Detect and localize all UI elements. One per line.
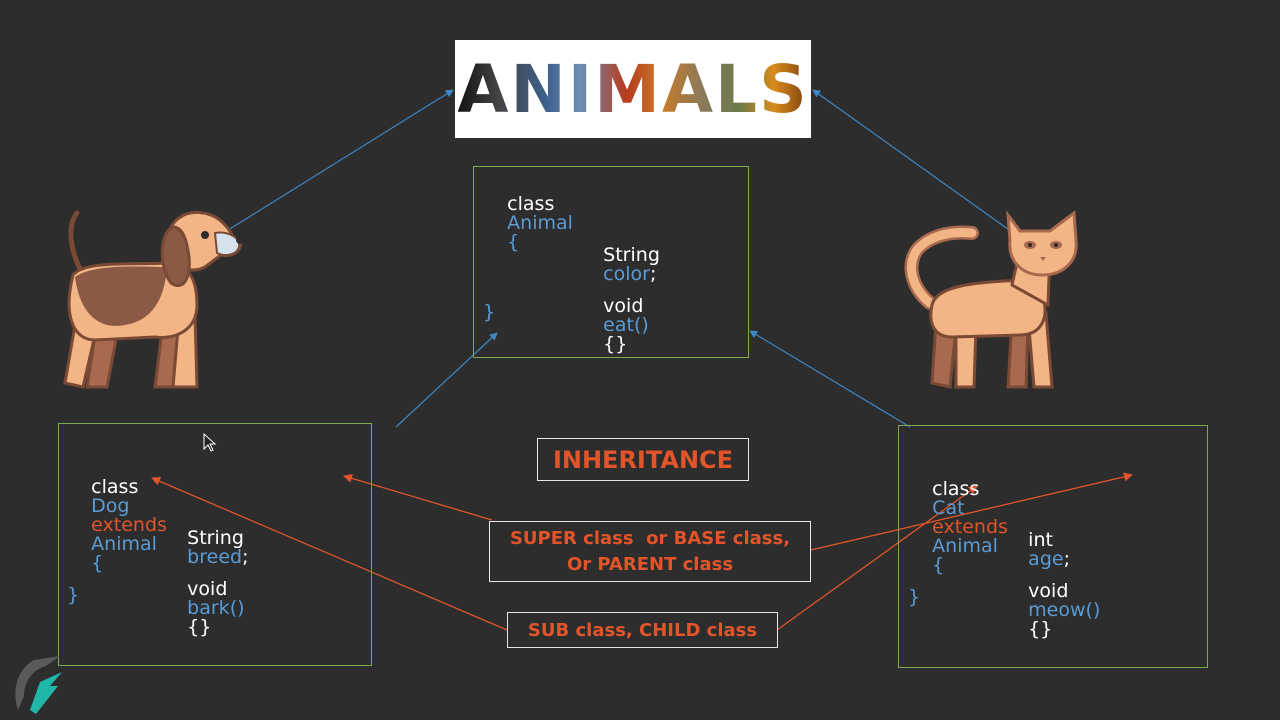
arrow-sub-to-dog: [151, 477, 508, 631]
dog-class-keyword: class: [91, 476, 139, 498]
animal-class-box: class Animal { String color; void eat() …: [473, 166, 749, 358]
arrow-dog-to-banner: [224, 89, 454, 233]
dog-class-close-brace: }: [67, 584, 80, 606]
dog-method-type: void: [187, 578, 228, 600]
cat-field-name: age: [1028, 548, 1064, 570]
animal-field-name: color: [603, 263, 650, 285]
animal-class-keyword: class: [507, 193, 555, 215]
arrow-super-to-cat-animal: [810, 472, 1133, 551]
animal-method-type: void: [603, 295, 644, 317]
dog-method-body: {}: [187, 616, 212, 638]
logo-icon: [15, 656, 62, 714]
dog-field-end: ;: [242, 546, 249, 568]
arrow-catclass-to-animalclass: [749, 330, 911, 428]
dog-field-type: String: [187, 527, 244, 549]
dog-extends-keyword: extends: [91, 514, 167, 536]
cat-method-body: {}: [1028, 618, 1053, 640]
cat-icon: [904, 209, 1078, 389]
cat-parent-name: Animal: [932, 535, 998, 557]
inheritance-label: INHERITANCE: [537, 438, 749, 481]
dog-class-name: Dog: [91, 495, 130, 517]
dog-field-name: breed: [187, 546, 243, 568]
dog-parent-name: Animal: [91, 533, 157, 555]
animals-banner: ANIMALS: [455, 40, 811, 138]
animal-class-open-brace: {: [507, 231, 520, 253]
cat-class-box: class Cat extends Animal { int age; void…: [898, 425, 1208, 668]
super-class-label: SUPER class or BASE class, Or PARENT cla…: [489, 521, 811, 582]
dog-class-box: class Dog extends Animal { String breed;…: [58, 423, 372, 666]
cat-method-type: void: [1028, 580, 1069, 602]
cat-extends-keyword: extends: [932, 516, 1008, 538]
sub-class-text: SUB class, CHILD class: [527, 619, 758, 641]
arrow-cat-to-banner: [812, 89, 1013, 233]
mouse-cursor-icon: [203, 433, 217, 452]
animal-class-close-brace: }: [483, 301, 496, 323]
animal-method-name: eat(): [603, 314, 649, 336]
sub-class-label: SUB class, CHILD class: [507, 612, 778, 648]
cat-field-end: ;: [1063, 548, 1070, 570]
animal-field-type: String: [603, 244, 660, 266]
super-class-line2: Or PARENT class: [566, 553, 734, 575]
dog-method-name: bark(): [187, 597, 245, 619]
dog-icon: [63, 210, 244, 389]
arrow-super-to-dog-animal: [343, 473, 493, 521]
cat-field-type: int: [1028, 529, 1053, 551]
cat-class-open-brace: {: [932, 554, 945, 576]
animal-method-body: {}: [603, 333, 628, 355]
arrow-sub-to-cat: [776, 485, 978, 631]
animal-class-name: Animal: [507, 212, 573, 234]
inheritance-text: INHERITANCE: [552, 445, 734, 474]
animal-field-end: ;: [649, 263, 657, 285]
cat-method-name: meow(): [1028, 599, 1101, 621]
super-class-line1: SUPER class or BASE class,: [509, 527, 791, 549]
cat-class-keyword: class: [932, 478, 980, 500]
banner-title: ANIMALS: [457, 50, 809, 128]
arrow-dogclass-to-animalclass: [395, 332, 498, 428]
cat-class-name: Cat: [932, 497, 965, 519]
dog-class-open-brace: {: [91, 552, 104, 574]
cat-class-close-brace: }: [908, 586, 921, 608]
